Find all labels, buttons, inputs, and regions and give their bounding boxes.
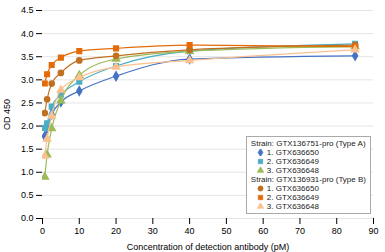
html-text:1. GTX636650: 1. GTX636650: [266, 184, 319, 193]
html-text:1. GTX636650: 1. GTX636650: [266, 148, 319, 157]
svg-text:50: 50: [221, 226, 231, 236]
svg-text:70: 70: [295, 226, 305, 236]
svg-text:90: 90: [368, 226, 378, 236]
svg-text:4.5: 4.5: [21, 5, 34, 15]
svg-text:40: 40: [185, 226, 195, 236]
svg-text:Concentration of detection ant: Concentration of detection antibody (pM): [127, 242, 290, 252]
html-text:Strain: GTX136751-pro (Type A): Strain: GTX136751-pro (Type A): [250, 139, 366, 148]
svg-text:20: 20: [111, 226, 121, 236]
html-text:3. GTX636648: 3. GTX636648: [266, 202, 319, 211]
svg-text:2.5: 2.5: [21, 98, 34, 108]
svg-text:3.5: 3.5: [21, 52, 34, 62]
svg-text:3.0: 3.0: [21, 75, 34, 85]
svg-text:1.0: 1.0: [21, 167, 34, 177]
svg-text:OD 450: OD 450: [2, 99, 12, 130]
svg-text:60: 60: [258, 226, 268, 236]
svg-text:30: 30: [148, 226, 158, 236]
svg-text:1.5: 1.5: [21, 144, 34, 154]
svg-text:80: 80: [332, 226, 342, 236]
svg-text:0: 0: [40, 226, 45, 236]
html-text:Strain: GTX136931-pro (Type B): Strain: GTX136931-pro (Type B): [250, 175, 366, 184]
html-text:2. GTX636649: 2. GTX636649: [266, 157, 319, 166]
svg-text:10: 10: [74, 226, 84, 236]
svg-text:0.5: 0.5: [21, 190, 34, 200]
svg-text:0.0: 0.0: [21, 213, 34, 223]
html-text:2. GTX636649: 2. GTX636649: [266, 193, 319, 202]
svg-text:4.0: 4.0: [21, 28, 34, 38]
svg-text:2.0: 2.0: [21, 121, 34, 131]
html-text:3. GTX636648: 3. GTX636648: [266, 166, 319, 175]
